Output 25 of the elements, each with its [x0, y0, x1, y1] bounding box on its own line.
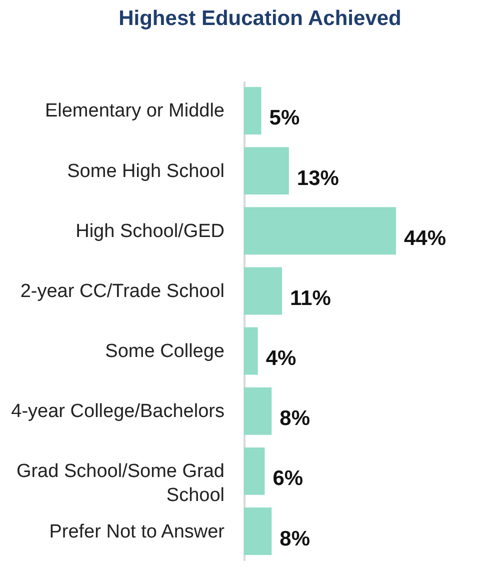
data-label: 11%: [290, 286, 332, 310]
y-tick-label: 4-year College/Bachelors: [11, 401, 224, 422]
y-tick-label: Some College: [105, 341, 224, 362]
bar: [244, 387, 272, 435]
data-label: 44%: [404, 226, 446, 250]
chart-title: Highest Education Achieved: [118, 7, 402, 30]
y-tick-label: Prefer Not to Answer: [49, 521, 226, 542]
data-label: 6%: [272, 467, 304, 490]
bar: [244, 447, 265, 495]
bar: [244, 267, 282, 315]
data-label: 8%: [280, 527, 310, 550]
data-label: 4%: [266, 347, 296, 370]
y-tick-label: Some High School: [67, 160, 224, 182]
data-label: 13%: [296, 166, 340, 190]
y-tick-label: 2-year CC/Trade School: [20, 280, 224, 302]
data-label: 8%: [280, 407, 310, 430]
bar: [244, 207, 396, 255]
y-tick-label: High School/GED: [76, 220, 224, 242]
bar: [244, 147, 289, 195]
y-tick-label: Grad School/Some Grad School: [16, 461, 224, 506]
data-label: 5%: [269, 106, 300, 130]
bar: [244, 87, 262, 134]
bar: [244, 508, 272, 555]
y-tick-label: Elementary or Middle: [44, 100, 224, 122]
bar: [244, 327, 258, 375]
